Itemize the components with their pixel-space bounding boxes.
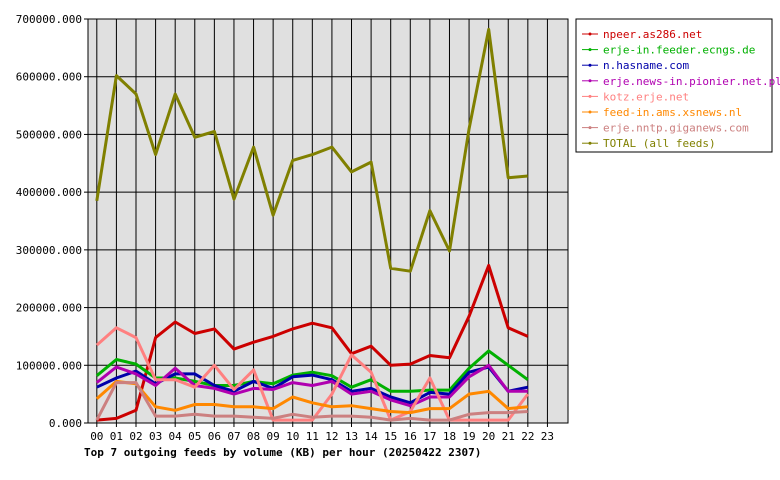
x-tick-label: 13 — [345, 430, 358, 443]
grid-lines — [88, 18, 568, 424]
x-tick-label: 01 — [110, 430, 123, 443]
legend-label: TOTAL (all feeds) — [603, 137, 716, 150]
legend-marker — [588, 63, 592, 67]
y-tick-label: 600000.000 — [16, 71, 82, 84]
x-tick-label: 02 — [129, 430, 142, 443]
legend-label: feed-in.ams.xsnews.nl — [603, 106, 742, 119]
y-tick-label: 500000.000 — [16, 128, 82, 141]
legend-marker — [588, 94, 592, 98]
plot-background — [87, 18, 569, 424]
x-tick-label: 00 — [90, 430, 103, 443]
legend-label: kotz.erje.net — [603, 90, 689, 103]
legend-marker — [588, 32, 592, 36]
y-axis-ticks: 0.000 100000.000 200000.000 300000.000 40000… — [16, 13, 88, 430]
legend-label: npeer.as286.net — [603, 28, 702, 41]
x-tick-label: 05 — [188, 430, 201, 443]
x-tick-label: 18 — [443, 430, 456, 443]
y-tick-label: 100000.000 — [16, 359, 82, 372]
x-tick-label: 10 — [286, 430, 299, 443]
x-tick-label: 20 — [482, 430, 495, 443]
legend-marker — [588, 110, 592, 114]
x-tick-label: 09 — [267, 430, 280, 443]
legend-label: erje.nntp.giganews.com — [603, 122, 749, 135]
x-tick-label: 21 — [502, 430, 515, 443]
legend-marker — [588, 79, 592, 83]
series-line — [95, 363, 528, 408]
x-tick-label: 12 — [325, 430, 338, 443]
x-tick-label: 22 — [521, 430, 534, 443]
x-axis-ticks: 00 01 02 03 04 05 06 07 08 09 10 11 12 13 14 15 16 17 18 19… — [90, 423, 554, 443]
legend-label: erje-in.feeder.ecngs.de — [603, 44, 755, 57]
legend-marker — [588, 141, 592, 145]
x-tick-label: 15 — [384, 430, 397, 443]
legend-box — [575, 18, 773, 153]
chart-title: Top 7 outgoing feeds by volume (KB) per … — [84, 446, 481, 459]
series-line — [95, 379, 528, 415]
x-tick-label: 17 — [423, 430, 436, 443]
series-line — [95, 27, 528, 273]
legend-marker — [588, 126, 592, 130]
series-line — [96, 365, 529, 405]
y-tick-label: 700000.000 — [16, 13, 82, 26]
x-tick-label: 04 — [169, 430, 183, 443]
x-tick-label: 11 — [306, 430, 319, 443]
x-tick-label: 07 — [227, 430, 240, 443]
x-tick-label: 06 — [208, 430, 221, 443]
legend-label: erje.news-in.pionier.net.pl — [603, 75, 780, 88]
x-tick-label: 03 — [149, 430, 162, 443]
y-tick-label: 0.000 — [49, 417, 82, 430]
y-tick-label: 200000.000 — [16, 302, 82, 315]
series-line — [95, 381, 528, 422]
x-tick-label: 19 — [462, 430, 475, 443]
legend-marker — [588, 48, 592, 52]
series-lines — [95, 27, 529, 422]
series-line — [95, 326, 529, 422]
x-tick-label: 14 — [364, 430, 378, 443]
legend: npeer.as286.net erje-in.feeder.ecngs.de n.… — [575, 18, 780, 153]
x-tick-label: 08 — [247, 430, 260, 443]
y-tick-label: 300000.000 — [16, 244, 82, 257]
y-tick-label: 400000.000 — [16, 186, 82, 199]
legend-items: npeer.as286.net erje-in.feeder.ecngs.de n.… — [582, 28, 780, 150]
legend-label: n.hasname.com — [603, 59, 689, 72]
series-line — [96, 263, 529, 422]
x-tick-label: 23 — [541, 430, 554, 443]
x-tick-label: 16 — [404, 430, 417, 443]
